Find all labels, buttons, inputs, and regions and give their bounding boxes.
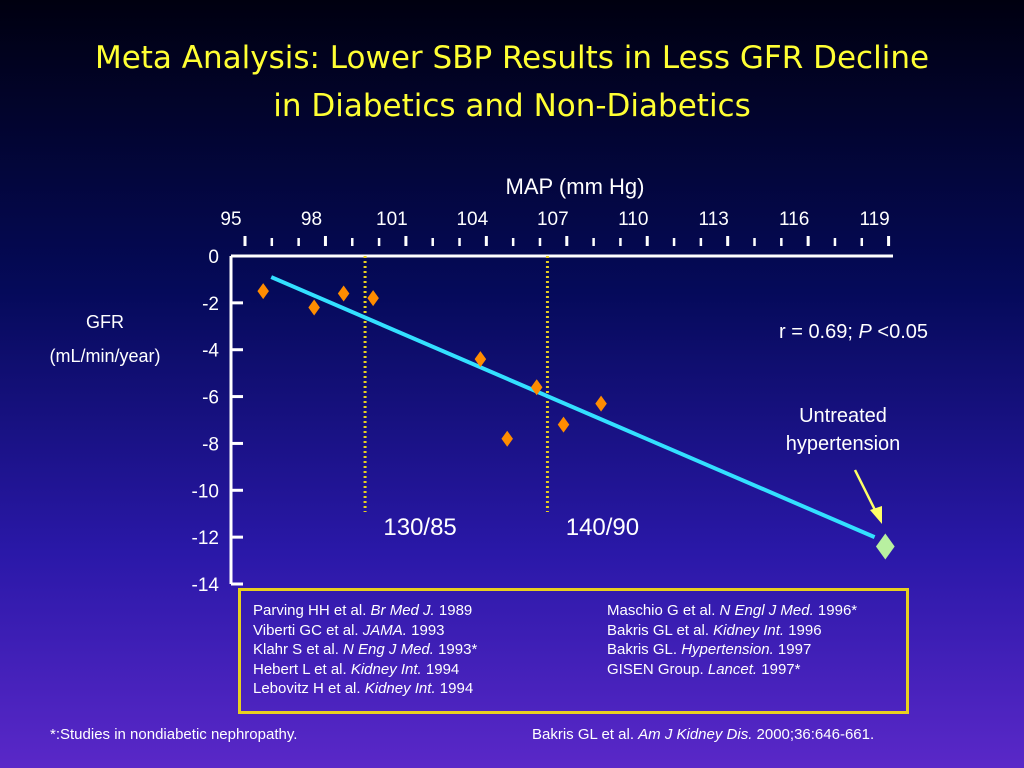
citation-journal: JAMA. (362, 621, 407, 639)
x-tick-label: 116 (779, 209, 809, 230)
untreated-label-line1: Untreated (799, 405, 887, 427)
chart-axes: 95 98 101 104 107 110 113 116 119 0 -2 -4 -6 -8 -10 -12… (192, 209, 893, 596)
citation-year: 1996* (813, 602, 858, 619)
citation-year: 1997* (757, 660, 801, 678)
citation-journal: Kidney Int. (713, 621, 785, 639)
correlation-annotation: r = 0.69; P <0.05 (779, 321, 928, 343)
citation-year: 1994 (435, 680, 474, 697)
footnote-nondiabetic: *:Studies in nondiabetic nephropathy. (50, 726, 298, 743)
citation-line: Bakris GL et al. Kidney Int. 1996 (607, 621, 857, 641)
citation-line: Parving HH et al. Br Med J. 1989 (253, 601, 477, 621)
regression-line (270, 275, 876, 539)
reference-line-label: 130/85 (383, 514, 456, 541)
citation-line: Viberti GC et al. JAMA. 1993 (253, 621, 477, 641)
x-tick-label: 95 (220, 209, 241, 230)
y-tick-label: 0 (208, 247, 219, 268)
citation-line: Maschio G et al. N Engl J Med. 1996* (607, 601, 857, 621)
y-tick-label: -12 (192, 528, 219, 549)
citation-authors: Hebert L et al. (253, 660, 351, 678)
data-point (337, 285, 350, 302)
annotation-arrow-shaft (853, 469, 878, 513)
x-tick-label: 101 (376, 209, 408, 230)
citation-line: Hebert L et al. Kidney Int. 1994 (253, 660, 477, 680)
citation-line: GISEN Group. Lancet. 1997* (607, 660, 857, 680)
x-tick-label: 110 (618, 209, 648, 230)
y-tick-label: -10 (192, 481, 219, 502)
regression-line-group (270, 275, 876, 539)
citation-authors: Maschio G et al. (607, 602, 720, 619)
citation-authors: GISEN Group. (607, 660, 708, 678)
x-tick-label: 119 (859, 209, 889, 230)
y-axis-title-line2: (mL/min/year) (49, 346, 160, 366)
citation-line: Lebovitz H et al. Kidney Int. 1994 (253, 679, 477, 699)
citation-authors: Klahr S et al. (253, 641, 344, 658)
citation-line: Klahr S et al. N Eng J Med. 1993* (253, 640, 477, 660)
y-axis-title-line1: GFR (86, 312, 124, 332)
data-points (257, 283, 895, 560)
citation-authors: Parving HH et al. (253, 602, 371, 619)
data-point (530, 379, 543, 396)
y-tick-label: -14 (192, 575, 220, 596)
citation-journal: Kidney Int. (364, 680, 436, 697)
x-tick-label: 113 (699, 209, 729, 230)
x-tick-label: 107 (537, 209, 569, 230)
citation-year: 1996 (784, 621, 822, 639)
citation-line: Bakris GL. Hypertension. 1997 (607, 640, 857, 660)
citation-authors: Bakris GL et al. (607, 621, 714, 639)
untreated-data-point (875, 533, 895, 560)
data-point (474, 351, 487, 368)
data-point (595, 395, 607, 412)
data-point (557, 416, 570, 433)
citation-year: 1993 (406, 621, 445, 639)
citation-journal: N Eng J Med. (343, 641, 434, 658)
footnote-source: Bakris GL et al. Am J Kidney Dis. 2000;3… (532, 726, 874, 743)
y-tick-label: -8 (202, 434, 219, 455)
reference-lines: 130/85 140/90 (363, 256, 639, 541)
y-tick-label: -4 (202, 341, 219, 362)
citation-authors: Viberti GC et al. (253, 621, 363, 639)
citation-journal: N Engl J Med. (719, 602, 814, 619)
footnote-volume: 2000;36:646-661. (752, 726, 875, 743)
citation-year: 1989 (434, 602, 473, 619)
title-line-1: Meta Analysis: Lower SBP Results in Less… (94, 40, 930, 76)
citation-year: 1994 (421, 660, 460, 678)
citation-year: 1997 (773, 641, 812, 658)
y-tick-label: -6 (202, 388, 219, 409)
title-line-2: in Diabetics and Non-Diabetics (273, 88, 751, 124)
x-tick-label: 104 (456, 209, 488, 230)
citation-journal: Hypertension. (681, 641, 774, 658)
citations-left-column: Parving HH et al. Br Med J. 1989 Viberti … (253, 601, 477, 699)
data-point (367, 290, 379, 307)
citation-year: 1993* (433, 641, 478, 658)
footnote-journal: Am J Kidney Dis. (638, 726, 753, 743)
data-point (501, 430, 513, 447)
annotation-arrow-head (870, 506, 882, 524)
citation-authors: Lebovitz H et al. (253, 680, 365, 697)
reference-line-label: 140/90 (566, 514, 639, 541)
chart-labels: MAP (mm Hg) GFR (mL/min/year) r = 0.69; P <… (49, 174, 928, 524)
citations-right-column: Maschio G et al. N Engl J Med. 1996* Bakr… (607, 601, 857, 679)
footnote-authors: Bakris GL et al. (532, 726, 639, 743)
x-axis-title: MAP (mm Hg) (506, 174, 645, 199)
citation-authors: Bakris GL. (607, 641, 682, 658)
y-tick-label: -2 (202, 294, 219, 315)
citation-journal: Kidney Int. (350, 660, 422, 678)
citations-box: Parving HH et al. Br Med J. 1989 Viberti … (238, 588, 909, 714)
data-point (308, 299, 320, 316)
untreated-label-line2: hypertension (786, 433, 901, 455)
citation-journal: Br Med J. (370, 602, 435, 619)
x-tick-label: 98 (301, 209, 322, 230)
slide-title: Meta Analysis: Lower SBP Results in Less… (20, 34, 1004, 130)
citation-journal: Lancet. (707, 660, 758, 678)
data-point (257, 283, 269, 300)
